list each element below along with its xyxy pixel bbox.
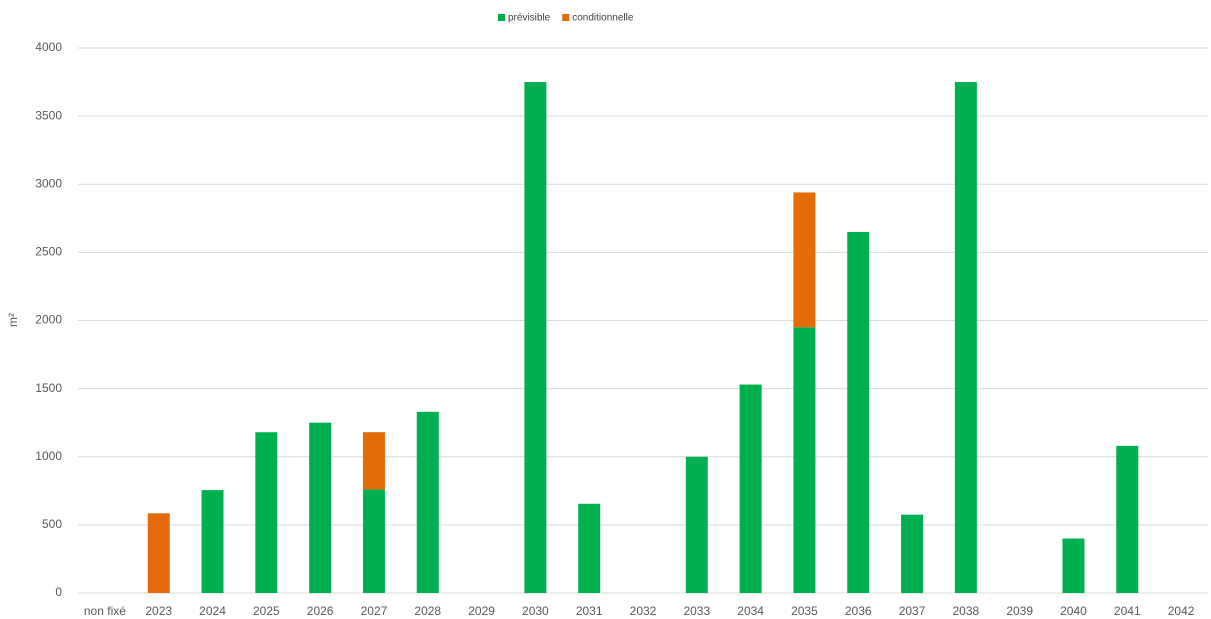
bar-segment xyxy=(954,82,977,593)
bar-segment xyxy=(255,432,278,593)
x-tick-label: non fixé xyxy=(84,604,126,618)
x-tick-label: 2039 xyxy=(1006,604,1033,618)
legend-label: prévisible xyxy=(508,13,551,24)
x-tick-label: 2024 xyxy=(199,604,226,618)
legend-swatch xyxy=(498,14,505,21)
x-tick-label: 2031 xyxy=(576,604,603,618)
legend-label: conditionnelle xyxy=(572,13,634,24)
x-tick-label: 2037 xyxy=(899,604,926,618)
y-axis-label: m² xyxy=(6,313,20,327)
bar-segment xyxy=(578,503,601,593)
bar-segment xyxy=(901,514,924,593)
y-tick-label: 0 xyxy=(55,585,62,599)
x-tick-label: 2033 xyxy=(683,604,710,618)
bar-segment xyxy=(793,327,816,593)
x-tick-label: 2028 xyxy=(414,604,441,618)
x-tick-label: 2032 xyxy=(630,604,657,618)
bar-segment xyxy=(1116,445,1139,593)
bar-segment xyxy=(362,432,385,490)
y-tick-label: 2000 xyxy=(35,313,62,327)
x-tick-label: 2036 xyxy=(845,604,872,618)
y-tick-label: 4000 xyxy=(35,40,62,54)
y-tick-label: 500 xyxy=(42,517,62,531)
y-tick-label: 1000 xyxy=(35,449,62,463)
x-tick-label: 2041 xyxy=(1114,604,1141,618)
y-tick-label: 3500 xyxy=(35,108,62,122)
bar-segment xyxy=(524,82,547,593)
bar-segment xyxy=(362,489,385,593)
bar-segment xyxy=(739,384,762,593)
legend-swatch xyxy=(562,14,570,21)
x-tick-label: 2030 xyxy=(522,604,549,618)
y-tick-label: 1500 xyxy=(35,381,62,395)
x-tick-label: 2023 xyxy=(145,604,172,618)
x-tick-label: 2027 xyxy=(361,604,388,618)
bar-segment xyxy=(416,411,439,593)
x-tick-label: 2029 xyxy=(468,604,495,618)
bar-segment xyxy=(147,513,170,593)
x-tick-label: 2042 xyxy=(1168,604,1195,618)
bar-segment xyxy=(793,192,816,328)
y-tick-label: 2500 xyxy=(35,245,62,259)
bar-segment xyxy=(201,490,224,593)
legend: prévisible conditionnelle xyxy=(498,13,634,24)
bar-segment xyxy=(1062,538,1085,593)
bar-segment xyxy=(309,422,332,593)
x-tick-label: 2035 xyxy=(791,604,818,618)
y-tick-label: 3000 xyxy=(35,176,62,190)
x-tick-label: 2034 xyxy=(737,604,764,618)
x-tick-label: 2026 xyxy=(307,604,334,618)
x-tick-label: 2025 xyxy=(253,604,280,618)
x-tick-label: 2040 xyxy=(1060,604,1087,618)
bar-segment xyxy=(847,231,870,593)
bar-segment xyxy=(685,456,708,593)
x-tick-label: 2038 xyxy=(953,604,980,618)
